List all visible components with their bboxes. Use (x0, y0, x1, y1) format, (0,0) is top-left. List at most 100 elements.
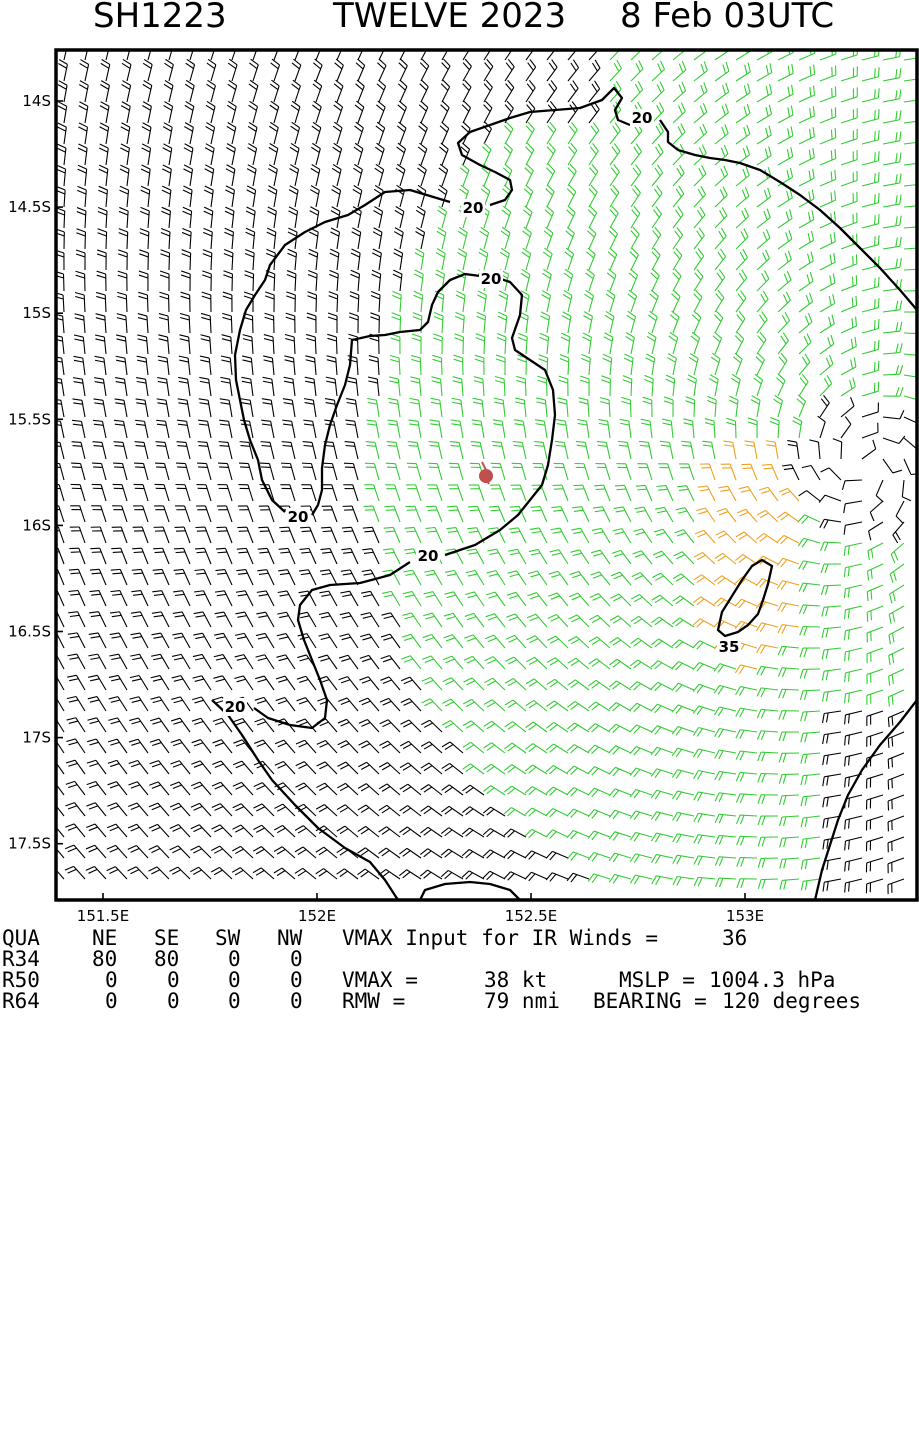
wind-barb (183, 186, 192, 207)
wind-barb (463, 764, 484, 774)
wind-barb (525, 787, 547, 795)
axis-ticks (56, 101, 919, 900)
wind-barb (672, 662, 694, 671)
wind-barb (758, 752, 778, 761)
wind-barb (110, 591, 127, 606)
wind-barb (737, 815, 757, 824)
wind-barb (295, 826, 316, 837)
vmax-input-label: VMAX Input for IR Winds = (342, 928, 658, 949)
wind-barb (204, 207, 213, 228)
wind-barb (694, 856, 715, 865)
wind-barb (862, 340, 879, 354)
wind-barb (757, 709, 778, 718)
wind-barb (845, 690, 862, 703)
wind-barb (844, 501, 862, 513)
wind-barb (616, 464, 631, 480)
wind-barb (201, 335, 211, 354)
wind-barb (694, 248, 704, 270)
wind-barb (631, 616, 652, 627)
wind-barb (611, 572, 631, 585)
r64-nw: 0 (290, 991, 303, 1012)
wind-barb (221, 356, 232, 375)
wind-barb (137, 356, 148, 375)
wind-barb (610, 616, 631, 627)
wind-barb (158, 356, 169, 375)
wind-barb (770, 417, 779, 438)
wind-barb (52, 378, 64, 396)
wind-barb (568, 81, 578, 102)
wind-barb (256, 633, 274, 648)
wind-barb (567, 788, 589, 797)
wind-barb (514, 420, 526, 438)
wind-barb (588, 206, 596, 228)
r50-ne: 0 (105, 970, 118, 991)
wind-barb (58, 60, 67, 81)
wind-barb (715, 814, 736, 823)
wind-barb (883, 68, 901, 81)
wind-barb (431, 377, 442, 396)
wind-barb (780, 816, 799, 826)
wind-barb (868, 543, 883, 560)
wind-barb (307, 313, 316, 333)
wind-barb (551, 507, 568, 522)
wind-barb (142, 123, 151, 144)
wind-barb (862, 130, 879, 144)
wind-barb (821, 585, 841, 595)
wind-barb (536, 398, 547, 417)
wind-barb (715, 771, 736, 780)
wind-barb (205, 165, 214, 186)
wind-barb (175, 527, 190, 543)
wind-barb (297, 676, 316, 690)
wind-barb (156, 420, 169, 438)
wind-barb (57, 144, 66, 165)
wind-barb (588, 724, 610, 732)
wind-barb (66, 781, 85, 795)
wind-barb (92, 463, 106, 480)
wind-barb (56, 165, 65, 186)
wind-barb (841, 317, 857, 333)
wind-barb (546, 766, 568, 774)
wind-barb (506, 635, 526, 648)
wind-barb (841, 108, 857, 123)
wind-barb (88, 654, 106, 669)
wind-barb (715, 62, 729, 81)
wind-barb (601, 376, 610, 396)
wind-barb (862, 423, 878, 438)
wind-barb (90, 548, 106, 564)
wind-barb (464, 635, 484, 648)
wind-barb (648, 311, 657, 333)
wind-barb (475, 355, 484, 375)
wind-barb (567, 701, 589, 711)
wind-barb (71, 463, 85, 480)
wind-barb (115, 399, 127, 417)
wind-barb (337, 826, 358, 837)
wind-barb (733, 353, 742, 375)
wind-barb (694, 207, 705, 228)
wind-barb (280, 485, 295, 501)
wind-barb (566, 227, 575, 249)
r64-sw: 0 (228, 991, 241, 1012)
wind-barb (397, 143, 406, 165)
wind-barb (693, 663, 715, 672)
wind-barb (419, 122, 428, 144)
wind-barb (238, 485, 253, 501)
wind-barb (799, 561, 820, 570)
wind-barb (598, 419, 610, 438)
wind-barb (716, 531, 736, 543)
wind-barb (173, 591, 190, 606)
wind-barb (77, 186, 86, 207)
wind-barb (779, 732, 799, 741)
wind-barb (757, 688, 778, 697)
wind-barb (711, 353, 720, 375)
wind-barb (174, 569, 190, 585)
wind-barb (505, 657, 526, 669)
wind-barb (800, 669, 820, 679)
wind-barb (821, 542, 841, 551)
contour-35kt (718, 560, 772, 636)
wind-barb (149, 846, 169, 858)
wind-barb (736, 166, 749, 186)
wind-barb (372, 270, 381, 291)
wind-barb (757, 126, 771, 144)
wind-barb (777, 374, 786, 396)
wind-barb (589, 637, 610, 648)
